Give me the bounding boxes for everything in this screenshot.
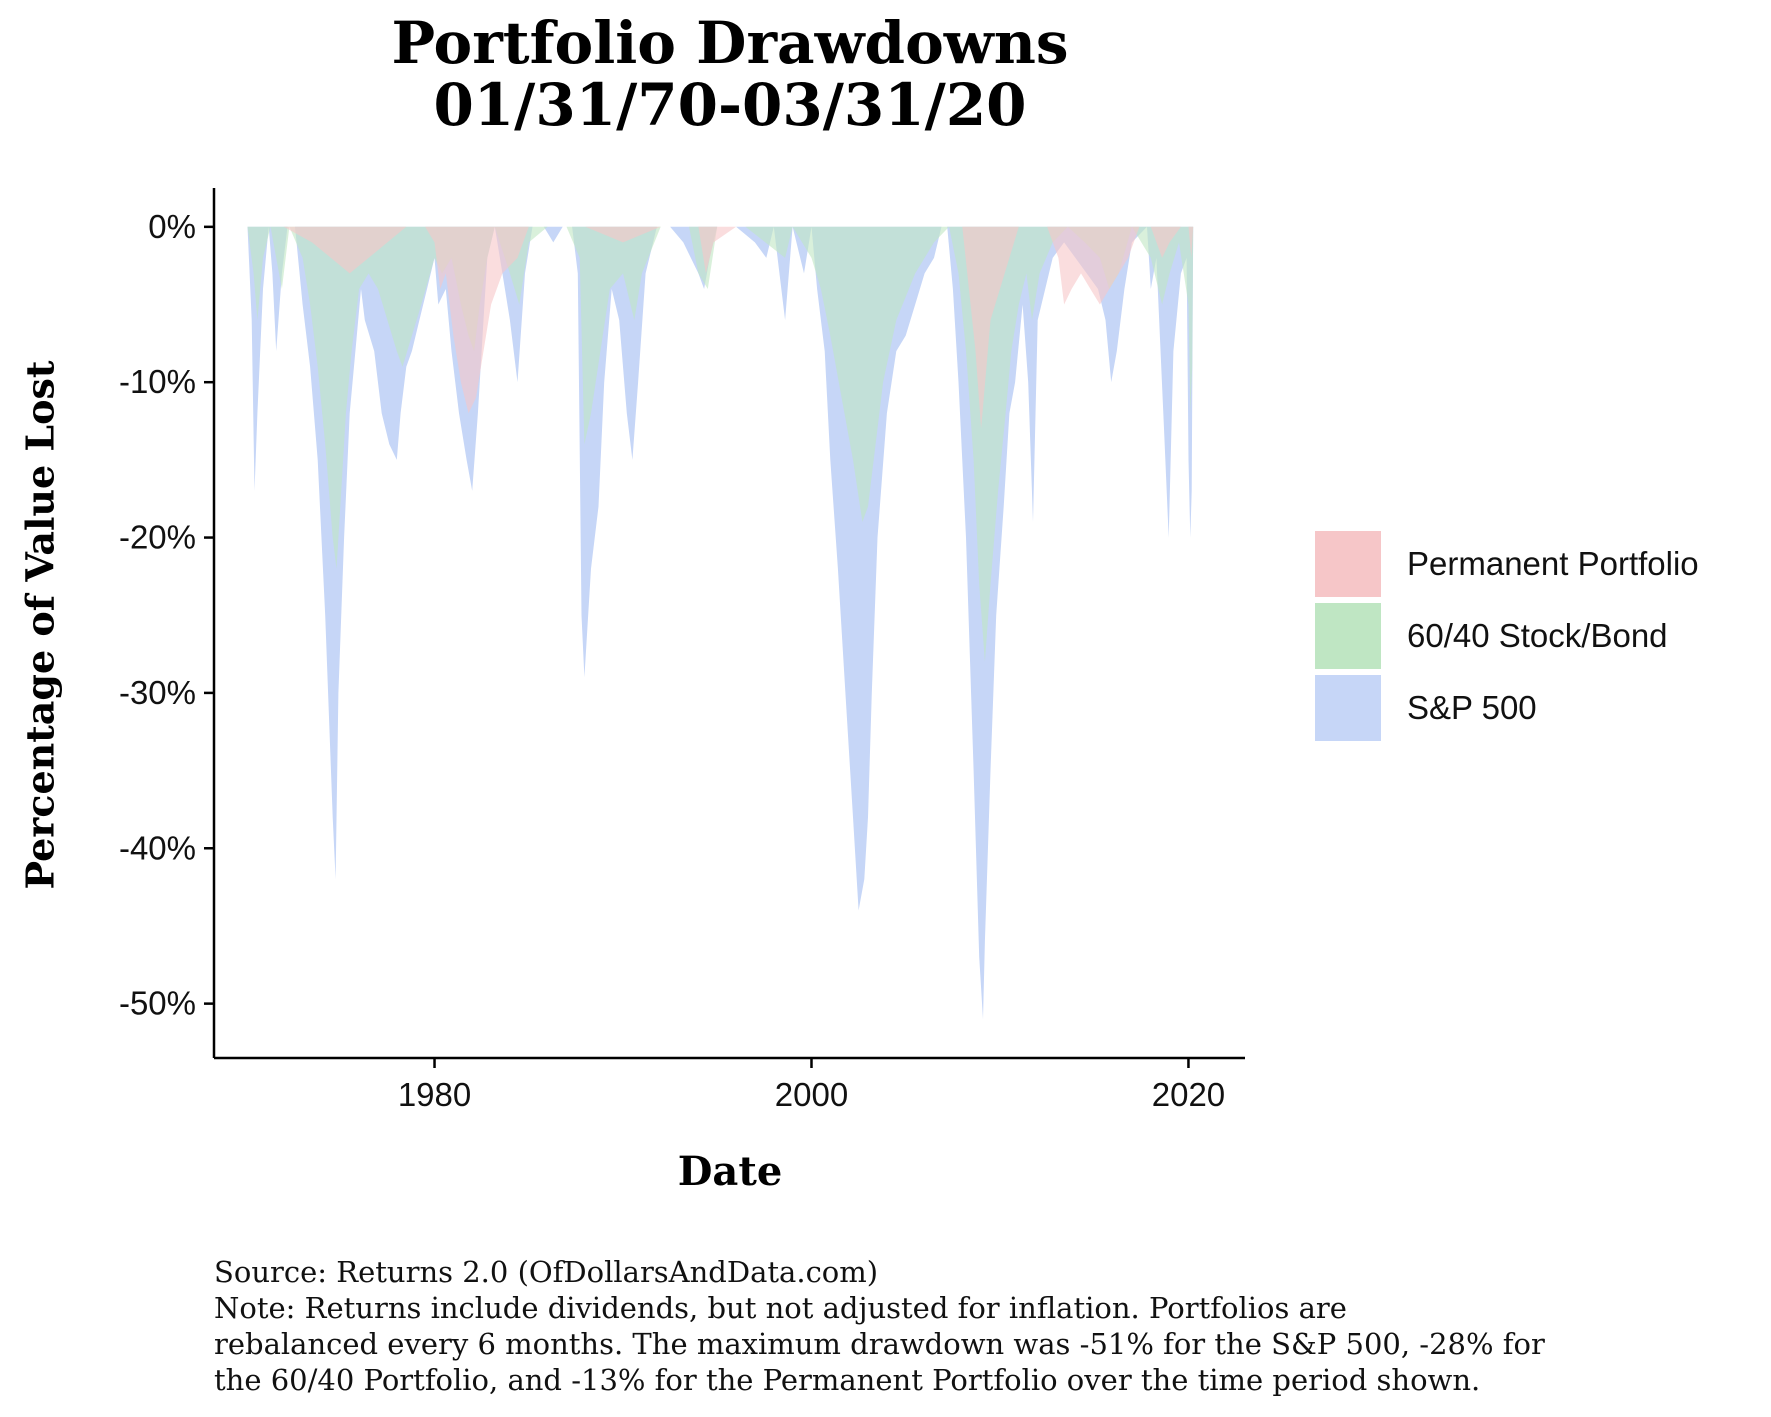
series-areas [248, 227, 1194, 1019]
y-tick-label: -40% [119, 829, 196, 866]
chart-caption: Source: Returns 2.0 (OfDollarsAndData.co… [214, 1254, 1754, 1398]
caption-note-line-1: Note: Returns include dividends, but not… [214, 1290, 1754, 1326]
legend-label-sp500: S&P 500 [1407, 689, 1537, 727]
legend-swatch-60-40 [1315, 603, 1381, 669]
axes: 0% -10% -20% -30% -40% -50% 1980 2000 2020 [119, 188, 1245, 1113]
x-tick-label: 2000 [775, 1076, 848, 1113]
legend-swatch-permanent-portfolio [1315, 531, 1381, 597]
legend-item-sp500: S&P 500 [1315, 672, 1699, 744]
x-axis-title: Date [630, 1148, 830, 1195]
area-s-p-500 [248, 227, 1194, 1019]
legend-label-permanent-portfolio: Permanent Portfolio [1407, 545, 1699, 583]
y-tick-label: -30% [119, 674, 196, 711]
y-tick-label: -50% [119, 985, 196, 1022]
caption-note-line-2: rebalanced every 6 months. The maximum d… [214, 1326, 1754, 1362]
legend: Permanent Portfolio 60/40 Stock/Bond S&P… [1315, 528, 1699, 744]
legend-item-60-40: 60/40 Stock/Bond [1315, 600, 1699, 672]
x-tick-label: 1980 [398, 1076, 471, 1113]
caption-source: Source: Returns 2.0 (OfDollarsAndData.co… [214, 1254, 1754, 1290]
legend-label-60-40: 60/40 Stock/Bond [1407, 617, 1668, 655]
y-tick-label: -20% [119, 519, 196, 556]
x-tick-label: 2020 [1152, 1076, 1225, 1113]
legend-swatch-sp500 [1315, 675, 1381, 741]
caption-note-line-3: the 60/40 Portfolio, and -13% for the Pe… [214, 1362, 1754, 1398]
y-tick-label: 0% [148, 208, 196, 245]
y-tick-label: -10% [119, 363, 196, 400]
legend-item-permanent-portfolio: Permanent Portfolio [1315, 528, 1699, 600]
